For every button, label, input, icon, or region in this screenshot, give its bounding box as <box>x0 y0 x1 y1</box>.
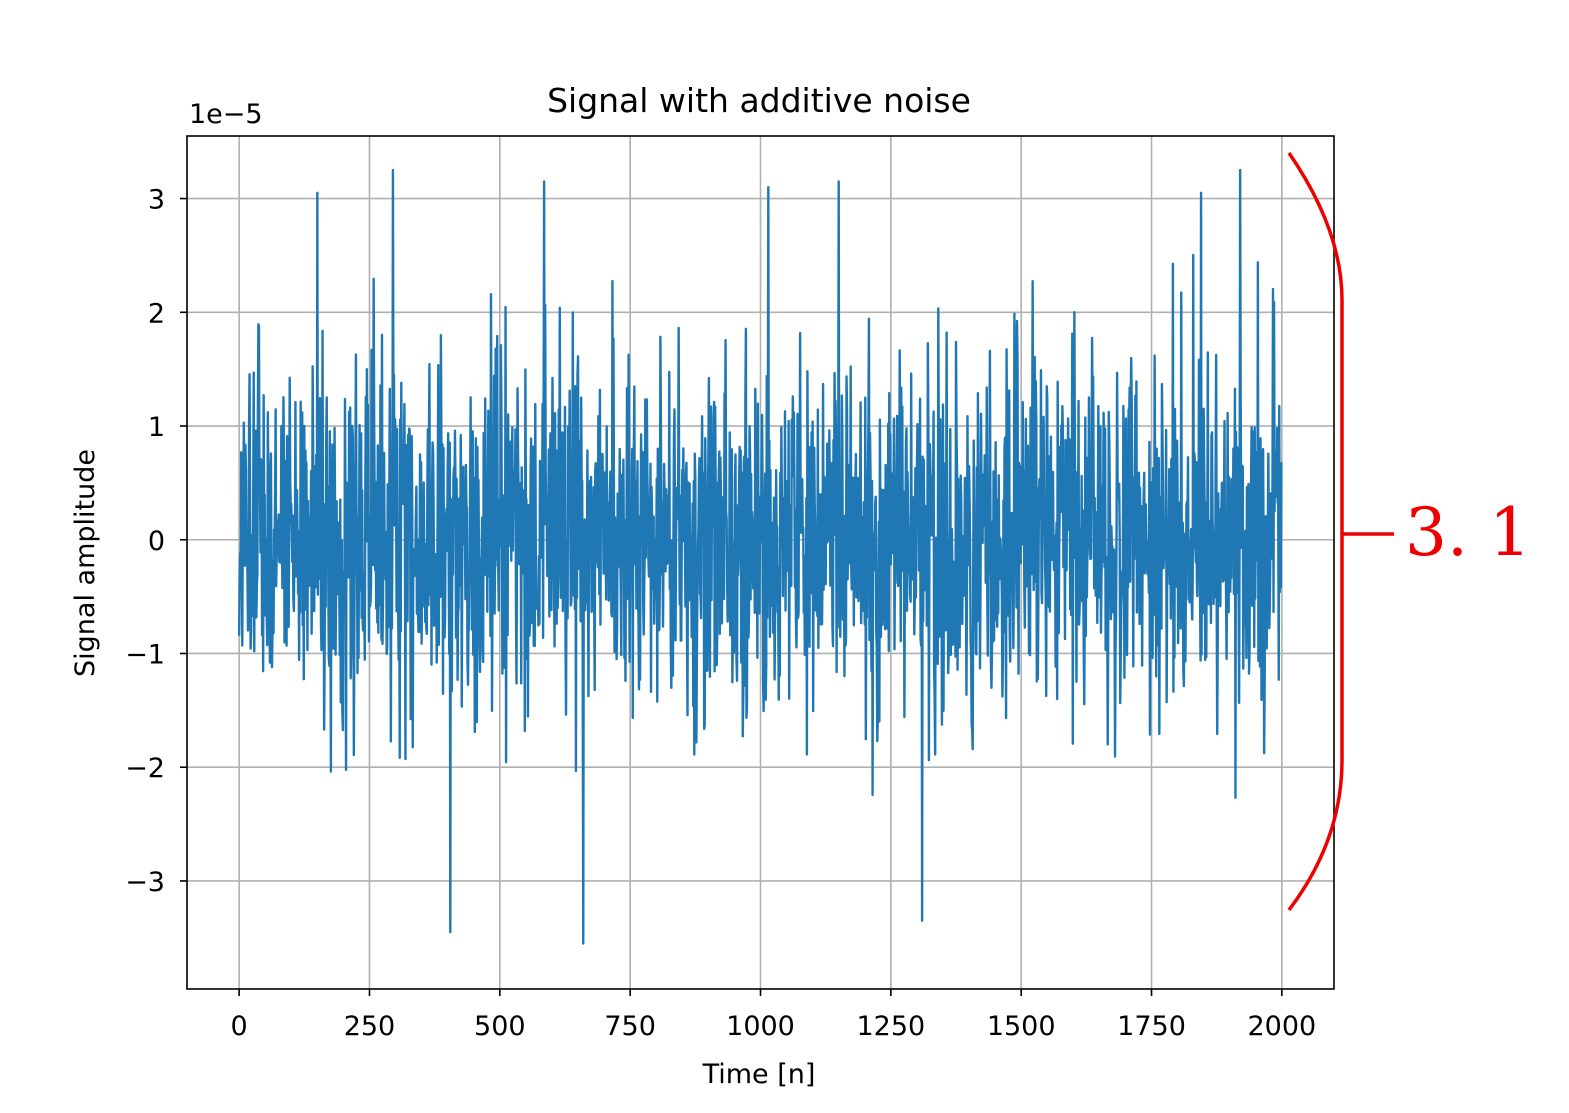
ticks-layer: 0 250 500 750 1000 1250 1500 1750 2000 −3 −2 −1 0 1 2 3 <box>125 185 1316 1042</box>
y-tick-label: 0 <box>148 526 165 557</box>
chart-title: Signal with additive noise <box>547 81 971 120</box>
y-tick-label: 2 <box>148 298 165 329</box>
annotation-label: 3. 1 <box>1405 494 1531 571</box>
x-tick-label: 750 <box>604 1011 656 1042</box>
x-tick-label: 1500 <box>987 1011 1056 1042</box>
x-tick-label: 0 <box>231 1011 248 1042</box>
y-axis-label: Signal amplitude <box>70 449 101 677</box>
y-offset-text: 1e−5 <box>189 99 263 130</box>
x-tick-label: 1750 <box>1117 1011 1186 1042</box>
y-tick-label: 1 <box>148 412 165 443</box>
x-tick-label: 250 <box>344 1011 396 1042</box>
annotation-bracket <box>1287 152 1344 912</box>
y-tick-label: −1 <box>125 639 165 670</box>
x-tick-label: 2000 <box>1248 1011 1317 1042</box>
x-tick-label: 1000 <box>726 1011 795 1042</box>
y-tick-label: −3 <box>125 867 165 898</box>
grid <box>187 136 1334 989</box>
signal-series-line <box>237 168 1283 945</box>
series-layer <box>237 168 1283 945</box>
y-tick-label: −2 <box>125 753 165 784</box>
x-axis-label: Time [n] <box>702 1059 816 1090</box>
y-tick-label: 3 <box>148 185 165 216</box>
x-tick-label: 1250 <box>856 1011 925 1042</box>
x-tick-label: 500 <box>474 1011 526 1042</box>
